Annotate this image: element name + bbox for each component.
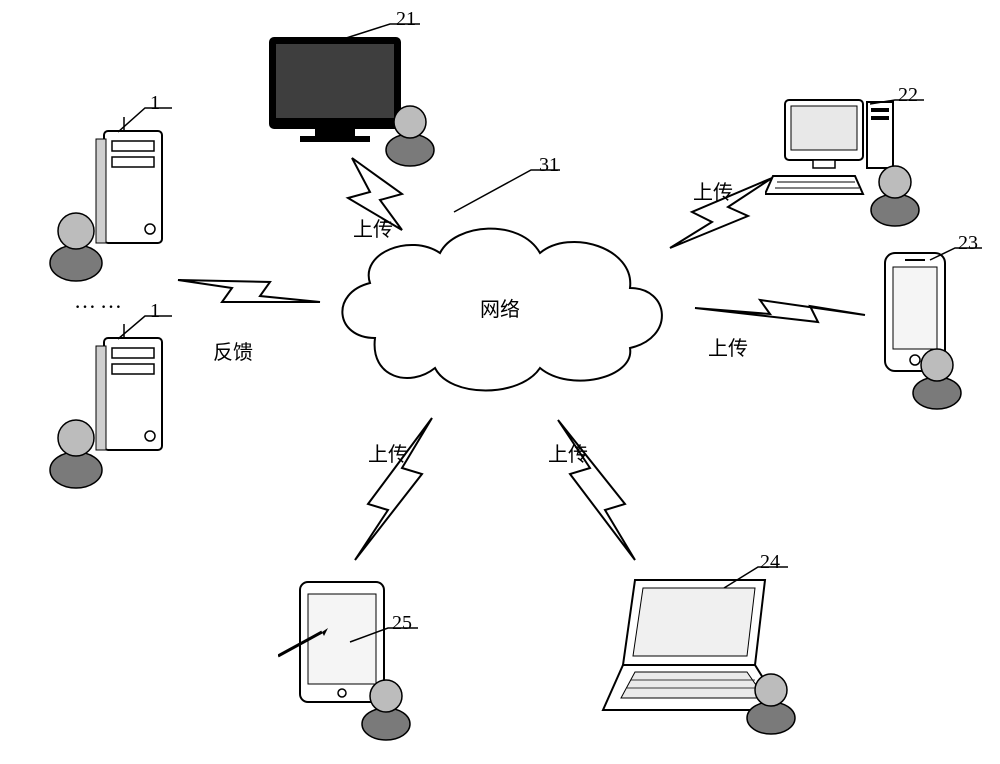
server-top-label: 1	[150, 92, 160, 115]
ellipsis-text: ……	[74, 288, 126, 314]
edge-label-server: 反馈	[213, 336, 253, 365]
tv-label: 21	[396, 8, 416, 31]
cloud-label: 网络	[480, 293, 520, 322]
phone-label: 23	[958, 232, 978, 255]
diagram-canvas: 网络 31 上传 上传 上传 上传 上传 反馈	[0, 0, 1000, 764]
server-icon	[46, 320, 176, 490]
laptop-node	[595, 570, 805, 740]
tablet-node	[278, 570, 428, 750]
edge-label-tablet: 上传	[368, 438, 408, 467]
tv-node	[260, 28, 440, 178]
edge-label-phone: 上传	[708, 332, 748, 361]
pc-label: 22	[898, 84, 918, 107]
server-bot-node	[46, 320, 176, 490]
cloud-ref-label: 31	[539, 154, 559, 177]
pc-icon	[765, 90, 935, 240]
phone-icon	[865, 245, 985, 415]
server-icon	[46, 113, 176, 283]
server-bot-label: 1	[150, 300, 160, 323]
pc-node	[765, 90, 935, 240]
edge-label-tv: 上传	[353, 213, 393, 242]
tv-icon	[260, 28, 440, 178]
edge-label-laptop: 上传	[548, 438, 588, 467]
server-top-node	[46, 113, 176, 283]
tablet-icon	[278, 570, 428, 750]
laptop-icon	[595, 570, 805, 740]
phone-node	[865, 245, 985, 415]
edge-label-pc: 上传	[693, 176, 733, 205]
laptop-label: 24	[760, 551, 780, 574]
tablet-label: 25	[392, 612, 412, 635]
